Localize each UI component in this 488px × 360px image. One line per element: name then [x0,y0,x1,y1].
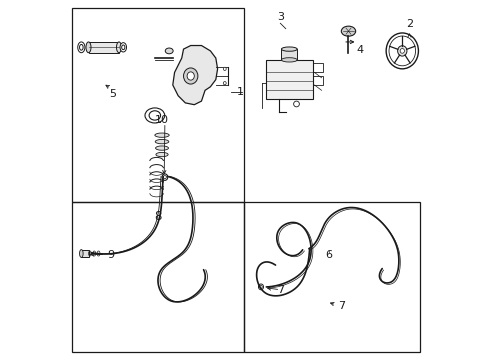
Text: 10: 10 [155,115,169,125]
Text: 2: 2 [405,19,412,29]
Ellipse shape [165,48,173,54]
Ellipse shape [399,49,404,53]
Ellipse shape [187,72,194,80]
Text: 9: 9 [107,249,114,260]
Text: 1: 1 [236,87,244,97]
Ellipse shape [163,176,166,179]
Ellipse shape [155,139,168,144]
Ellipse shape [223,82,226,85]
Polygon shape [172,45,217,105]
Bar [265,60,312,99]
Ellipse shape [397,46,406,56]
Text: 8: 8 [154,211,162,224]
Ellipse shape [293,101,299,107]
Bar [244,202,419,352]
Ellipse shape [259,285,262,288]
Ellipse shape [162,174,167,180]
Ellipse shape [223,67,226,71]
Bar [81,250,89,257]
Text: 7: 7 [338,301,345,311]
Ellipse shape [156,152,168,157]
Ellipse shape [149,111,160,120]
Ellipse shape [183,68,198,84]
Text: 4: 4 [356,45,363,55]
Bar [88,42,119,53]
Ellipse shape [386,33,418,69]
Bar [72,8,244,202]
Bar [281,49,297,60]
Bar [72,202,244,352]
Ellipse shape [281,47,297,51]
Ellipse shape [122,45,124,50]
Ellipse shape [155,133,169,137]
Text: 7: 7 [277,285,284,296]
Text: 3: 3 [276,12,283,22]
Ellipse shape [155,146,168,150]
Ellipse shape [86,42,91,53]
Bar [312,63,323,72]
Ellipse shape [116,42,121,53]
Ellipse shape [80,249,83,257]
Ellipse shape [341,26,355,36]
Ellipse shape [281,58,297,62]
Ellipse shape [80,44,83,50]
Ellipse shape [120,42,126,52]
Bar [312,76,323,85]
Ellipse shape [388,36,415,66]
Text: 6: 6 [325,250,331,260]
Ellipse shape [78,42,85,53]
Ellipse shape [144,108,164,123]
Text: 5: 5 [109,89,116,99]
Ellipse shape [258,284,263,290]
